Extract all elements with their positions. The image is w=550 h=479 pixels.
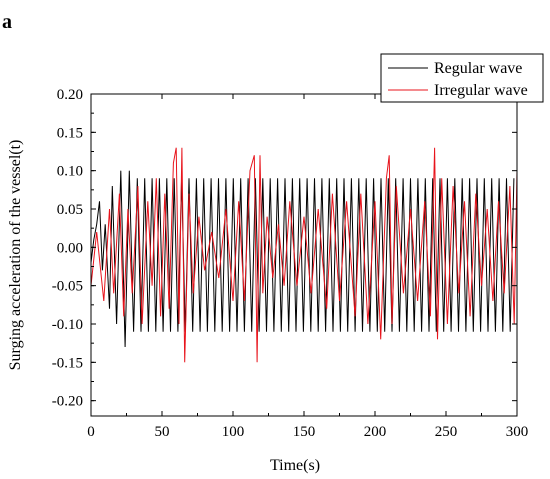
y-axis-title: Surging acceleration of the vessel(t): [7, 140, 24, 371]
legend-label-regular-wave: Regular wave: [434, 60, 522, 77]
x-tick-label: 100: [222, 424, 245, 440]
x-tick-label: 50: [155, 424, 170, 440]
x-tick-label: 200: [364, 424, 387, 440]
x-axis: 0 50 100 150 200 250 300: [87, 94, 528, 440]
y-tick-label: -0.05: [52, 279, 83, 295]
series-line-irregular-wave: [90, 147, 518, 363]
x-tick-label: 0: [87, 424, 95, 440]
legend-box: [380, 53, 544, 103]
y-tick-label: 0.05: [57, 202, 83, 218]
panel-label: a: [2, 11, 12, 33]
y-tick-label: 0.20: [57, 87, 83, 103]
x-tick-label: 150: [293, 424, 316, 440]
y-tick-label: -0.10: [52, 317, 83, 333]
series-layer: [90, 147, 518, 363]
x-tick-label: 300: [506, 424, 529, 440]
legend: Regular wave Irregular wave: [380, 53, 544, 103]
y-tick-label: 0.15: [57, 125, 83, 141]
x-axis-title: Time(s): [270, 457, 320, 474]
y-tick-label: -0.15: [52, 355, 83, 371]
y-tick-label: 0.00: [57, 240, 83, 256]
series-line-regular-wave: [90, 170, 515, 348]
legend-label-irregular-wave: Irregular wave: [434, 82, 528, 99]
y-tick-label: -0.20: [52, 394, 83, 410]
y-axis: 0.20 0.15 0.10 0.05 0.00 -0.05 -0.10 -0.15 -0.20: [52, 87, 517, 410]
y-tick-label: 0.10: [57, 164, 83, 180]
x-tick-label: 250: [435, 424, 458, 440]
